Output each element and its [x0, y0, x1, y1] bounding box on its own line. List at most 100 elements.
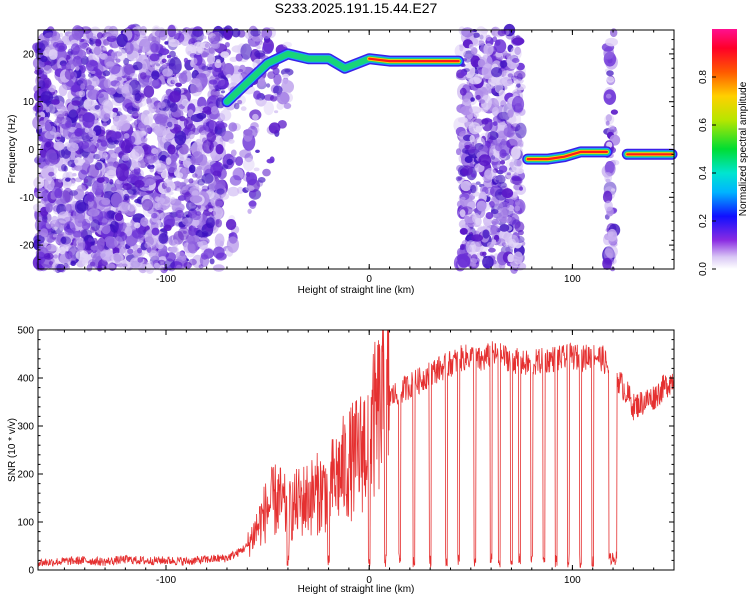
noise-blob [214, 233, 225, 247]
colorbar-tick-label: 0.4 [698, 166, 709, 180]
noise-blob [68, 190, 79, 196]
noise-blob [161, 248, 167, 254]
noise-blob [134, 92, 141, 102]
noise-blob [195, 211, 202, 216]
noise-blob [122, 183, 132, 191]
noise-blob [84, 127, 89, 133]
ridge-line [526, 150, 608, 161]
noise-blob [475, 181, 481, 185]
noise-blob [183, 117, 193, 130]
noise-blob [222, 63, 235, 77]
colorbar-bar [712, 29, 737, 269]
noise-blob [511, 146, 521, 160]
noise-blob [174, 130, 187, 146]
noise-blob [44, 131, 57, 140]
noise-blob [183, 57, 189, 64]
noise-blob [514, 205, 521, 212]
noise-blob [209, 79, 218, 85]
noise-blob [75, 250, 89, 261]
noise-blob [228, 139, 235, 144]
noise-blob [187, 235, 196, 245]
noise-blob [488, 247, 496, 253]
noise-blob [499, 215, 512, 223]
noise-blob [482, 251, 487, 256]
noise-blob [501, 138, 506, 145]
y-tick-label: 0 [28, 566, 34, 577]
noise-blob [38, 80, 46, 89]
noise-blob [40, 91, 54, 104]
noise-blob [207, 53, 216, 64]
colorbar-tick-label: 0.0 [698, 262, 709, 276]
noise-blob [168, 191, 174, 196]
noise-blob [83, 178, 89, 184]
noise-blob [111, 252, 124, 265]
heatmap-ylabel: Frequency (Hz) [7, 115, 18, 184]
noise-blob [470, 55, 481, 68]
noise-blob [95, 38, 102, 47]
noise-blob [201, 185, 210, 192]
noise-blob [71, 25, 84, 40]
noise-blob [74, 159, 79, 164]
heatmap-x-ticks: -100 0 100 [63, 30, 675, 285]
noise-blob [460, 196, 466, 201]
noise-blob [189, 195, 203, 204]
noise-blob [44, 119, 54, 132]
noise-blob [125, 222, 133, 227]
noise-blob [457, 176, 463, 180]
noise-blob [98, 148, 107, 160]
noise-blob [463, 53, 473, 60]
noise-blob [74, 213, 86, 227]
noise-blob [169, 90, 181, 103]
noise-blob [491, 67, 503, 78]
noise-blob [269, 95, 278, 102]
noise-blob [611, 188, 616, 192]
noise-blob [492, 264, 499, 270]
noise-blob [66, 142, 79, 153]
noise-blob [273, 73, 282, 86]
y-tick-label: -20 [20, 241, 35, 252]
noise-blob [176, 188, 181, 192]
noise-blob [150, 43, 159, 53]
noise-blob [179, 116, 186, 122]
noise-blob [235, 53, 243, 62]
noise-blob [86, 164, 99, 179]
noise-blob [63, 165, 68, 172]
noise-blob [86, 47, 92, 55]
noise-blob [78, 169, 88, 180]
noise-blob [283, 102, 292, 109]
noise-blob [508, 213, 520, 226]
noise-blob [212, 264, 225, 272]
noise-blob [196, 112, 207, 120]
noise-blob [171, 76, 177, 84]
noise-blob [165, 157, 172, 165]
snr-line-layer [37, 329, 675, 568]
noise-blob [45, 221, 53, 229]
noise-blob [475, 94, 481, 100]
noise-blob [178, 143, 189, 155]
noise-blob [162, 68, 173, 77]
noise-blob [261, 27, 273, 39]
noise-blob [509, 116, 517, 123]
noise-blob [492, 36, 498, 43]
noise-blob [167, 144, 176, 155]
noise-blob [517, 139, 524, 147]
snr-plot-area [38, 330, 674, 570]
noise-blob [610, 28, 618, 38]
noise-blob [516, 159, 522, 167]
noise-blob [220, 90, 226, 94]
noise-blob [482, 255, 494, 269]
noise-blob [43, 175, 48, 180]
noise-blob [201, 173, 214, 184]
noise-blob [54, 188, 63, 199]
noise-blob [64, 204, 73, 212]
noise-blob [459, 227, 468, 235]
noise-blob [45, 202, 53, 213]
noise-blob [210, 35, 219, 45]
noise-blob [163, 224, 172, 231]
noise-blob [87, 89, 100, 100]
noise-blob [201, 231, 209, 238]
noise-blob [44, 46, 51, 56]
noise-blob [38, 135, 44, 142]
noise-blob [55, 118, 61, 124]
noise-blob [216, 188, 225, 195]
